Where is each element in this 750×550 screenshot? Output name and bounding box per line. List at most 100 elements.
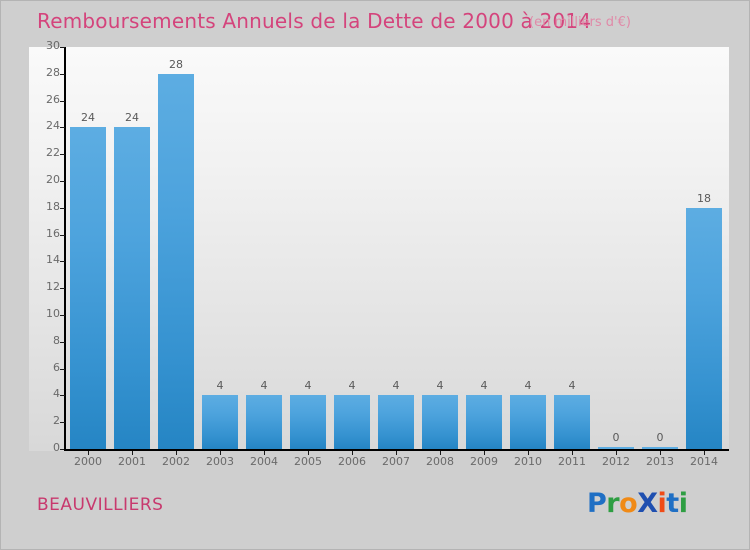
y-tick-label: 30 bbox=[46, 39, 60, 52]
x-tick-label-2001: 2001 bbox=[118, 455, 146, 468]
y-tick-mark bbox=[60, 73, 65, 75]
x-tick-label-2006: 2006 bbox=[338, 455, 366, 468]
y-tick-label: 10 bbox=[46, 307, 60, 320]
bar-2014[interactable]: 18 bbox=[682, 47, 726, 449]
bar-2008[interactable]: 4 bbox=[418, 47, 462, 449]
bar-rect bbox=[378, 395, 414, 449]
x-axis-labels: 2000 2001 2002 2003 2004 2005 2006 2007 2008 2009… bbox=[29, 451, 729, 473]
x-tick-label-2000: 2000 bbox=[74, 455, 102, 468]
logo-letter: t bbox=[666, 488, 679, 519]
logo-letter: i bbox=[678, 488, 688, 519]
bar-2011[interactable]: 4 bbox=[550, 47, 594, 449]
bar-value-label: 0 bbox=[656, 431, 664, 444]
x-tick-mark bbox=[572, 451, 573, 455]
bar-value-label: 4 bbox=[304, 379, 312, 392]
x-tick-label-2009: 2009 bbox=[470, 455, 498, 468]
y-tick-label: 4 bbox=[53, 387, 60, 401]
bar-2006[interactable]: 4 bbox=[330, 47, 374, 449]
title-bar: Remboursements Annuels de la Dette de 20… bbox=[1, 9, 750, 39]
bar-2009[interactable]: 4 bbox=[462, 47, 506, 449]
bar-2012[interactable]: 0 bbox=[594, 47, 638, 449]
y-tick-label: 26 bbox=[46, 92, 60, 106]
bar-2013[interactable]: 0 bbox=[638, 47, 682, 449]
y-tick-label: 12 bbox=[46, 280, 60, 294]
y-tick-mark bbox=[60, 47, 65, 48]
bar-value-label: 4 bbox=[480, 379, 488, 392]
bar-2005[interactable]: 4 bbox=[286, 47, 330, 449]
plot-area: 30 28 26 24 22 20 18 16 14 12 10 8 6 4 2 0 24 24 28 4 4 4 4 4 4… bbox=[29, 39, 729, 454]
x-tick-mark bbox=[528, 451, 529, 455]
bar-value-label: 18 bbox=[697, 192, 711, 205]
x-tick-mark bbox=[352, 451, 353, 455]
y-tick-label: 18 bbox=[46, 199, 60, 213]
bar-2007[interactable]: 4 bbox=[374, 47, 418, 449]
logo-letter: o bbox=[619, 488, 638, 519]
bar-2003[interactable]: 4 bbox=[198, 47, 242, 449]
bar-value-label: 4 bbox=[568, 379, 576, 392]
bar-value-label: 28 bbox=[169, 58, 183, 71]
bar-rect bbox=[202, 395, 238, 449]
bar-rect bbox=[334, 395, 370, 449]
proxiti-logo[interactable]: ProXiti bbox=[587, 488, 688, 519]
y-tick-label: 14 bbox=[46, 253, 60, 267]
y-tick-label: 22 bbox=[46, 146, 60, 160]
bars-layer: 24 24 28 4 4 4 4 4 4 4 4 4 0 0 18 bbox=[64, 47, 729, 449]
x-tick-label-2003: 2003 bbox=[206, 455, 234, 468]
x-tick-label-2012: 2012 bbox=[602, 455, 630, 468]
bar-rect bbox=[686, 208, 722, 449]
y-tick-mark bbox=[60, 395, 65, 397]
bar-rect bbox=[554, 395, 590, 449]
x-tick-mark bbox=[704, 451, 705, 455]
x-tick-label-2007: 2007 bbox=[382, 455, 410, 468]
y-tick-mark bbox=[60, 341, 65, 343]
bar-value-label: 4 bbox=[260, 379, 268, 392]
y-tick-mark bbox=[60, 315, 65, 316]
y-tick-mark bbox=[60, 234, 65, 236]
x-tick-mark bbox=[264, 451, 265, 455]
chart-title: Remboursements Annuels de la Dette de 20… bbox=[37, 9, 592, 33]
bar-value-label: 4 bbox=[392, 379, 400, 392]
bar-value-label: 4 bbox=[436, 379, 444, 392]
x-tick-mark bbox=[132, 451, 133, 455]
y-tick-mark bbox=[60, 422, 65, 424]
y-tick-mark bbox=[60, 127, 65, 129]
bar-2001[interactable]: 24 bbox=[110, 47, 154, 449]
y-tick-mark bbox=[60, 288, 65, 290]
y-tick-label: 6 bbox=[53, 360, 60, 374]
bar-value-label: 4 bbox=[348, 379, 356, 392]
bar-rect bbox=[422, 395, 458, 449]
bar-rect bbox=[114, 127, 150, 449]
x-tick-mark bbox=[220, 451, 221, 455]
commune-name: BEAUVILLIERS bbox=[37, 495, 164, 515]
bar-rect bbox=[290, 395, 326, 449]
x-tick-mark bbox=[440, 451, 441, 455]
bar-rect bbox=[70, 127, 106, 449]
chart-subtitle-units: (en milliers d'€) bbox=[529, 15, 631, 30]
x-axis-line bbox=[64, 449, 729, 451]
y-tick-label: 20 bbox=[46, 173, 60, 186]
y-tick-label: 16 bbox=[46, 226, 60, 240]
x-tick-label-2014: 2014 bbox=[690, 455, 718, 468]
y-tick-label: 8 bbox=[53, 333, 60, 347]
y-tick-label: 2 bbox=[53, 414, 60, 428]
bar-rect bbox=[642, 447, 678, 449]
bar-rect bbox=[598, 447, 634, 449]
y-tick-mark bbox=[60, 261, 65, 263]
bar-2002[interactable]: 28 bbox=[154, 47, 198, 449]
bar-value-label: 4 bbox=[524, 379, 532, 392]
bar-rect bbox=[510, 395, 546, 449]
logo-letter: r bbox=[606, 488, 620, 519]
y-tick-label: 24 bbox=[46, 119, 60, 133]
bar-value-label: 0 bbox=[612, 431, 620, 444]
x-tick-label-2011: 2011 bbox=[558, 455, 586, 468]
bar-value-label: 24 bbox=[81, 111, 95, 124]
y-tick-mark bbox=[60, 154, 65, 156]
x-tick-mark bbox=[396, 451, 397, 455]
bar-2004[interactable]: 4 bbox=[242, 47, 286, 449]
x-tick-mark bbox=[88, 451, 89, 455]
bar-2000[interactable]: 24 bbox=[66, 47, 110, 449]
bar-2010[interactable]: 4 bbox=[506, 47, 550, 449]
bar-rect bbox=[246, 395, 282, 449]
x-tick-mark bbox=[308, 451, 309, 455]
